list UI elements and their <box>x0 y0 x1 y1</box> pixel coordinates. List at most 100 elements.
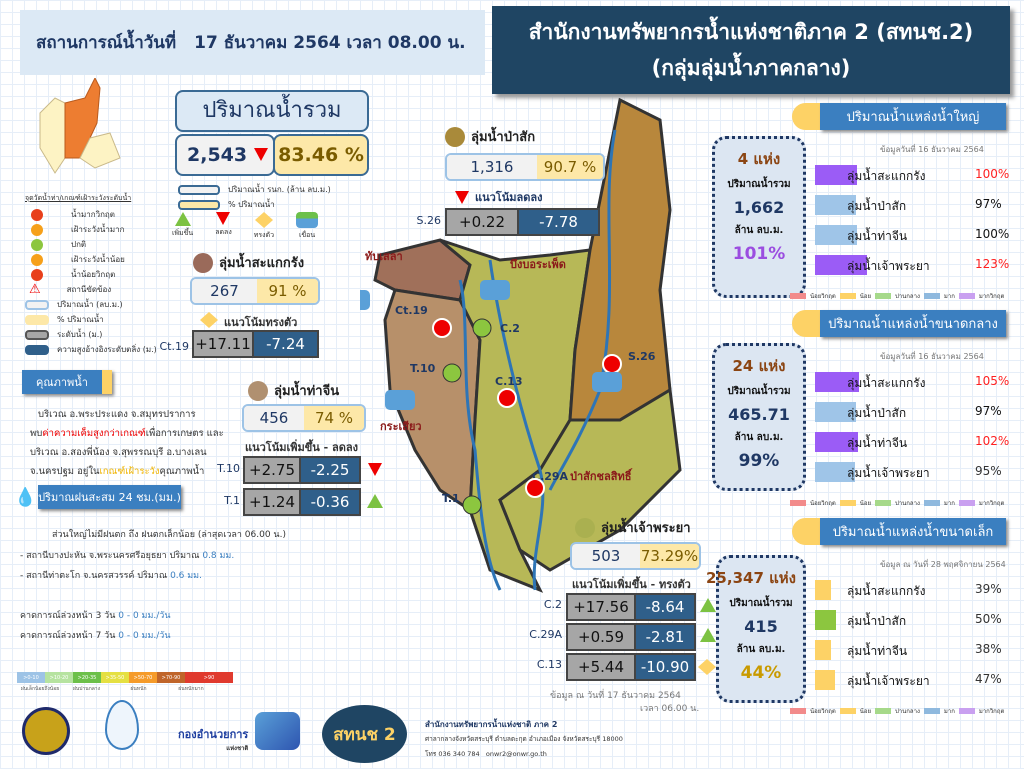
forecast-value: 0 - 0 มม./วัน <box>118 611 171 621</box>
dam-label-pasak-jolasid: ป่าสักชลสิทธิ์ <box>570 468 633 483</box>
normal-icon <box>31 238 43 251</box>
water-level: +0.59 <box>568 625 636 649</box>
footer-email[interactable]: onwr2@onwr.go.th <box>485 750 547 758</box>
basin-dot-icon <box>575 517 595 538</box>
q-text: พบ <box>30 428 43 439</box>
water-level: +2.75 <box>245 458 301 482</box>
level-swatch <box>25 329 49 340</box>
down-arrow-icon[interactable] <box>525 478 545 498</box>
basin-name: ลุ่มน้ำเจ้าพระยา <box>847 259 930 273</box>
station-id: Ct.19 <box>159 340 190 353</box>
trend-down-icon <box>253 148 268 161</box>
dam-icon <box>296 212 319 228</box>
rain-scale-bin: >35-50 <box>101 672 129 683</box>
map-station-c13: C.13 <box>495 375 523 388</box>
rain-text: - สถานีท่าตะโก จ.นครสวรรค์ ปริมาณ <box>20 571 168 581</box>
legend-swatch <box>790 500 806 506</box>
steady-right-icon <box>263 212 273 228</box>
footer-org: สำนักงานทรัพยากรน้ำแห่งชาติ ภาค 2 <box>425 720 558 729</box>
reservoir-bar-row: ลุ่มน้ำป่าสัก 97% <box>815 191 1015 221</box>
rain-scale-labels: ฝนเล็กน้อยถึงน้อย ฝนปานกลาง ฝนหนัก ฝนหนั… <box>17 685 215 693</box>
reservoir-bar-row: ลุ่มน้ำสะแกกรัง 100% <box>815 161 1015 191</box>
legend-label: ปานกลาง <box>895 293 920 300</box>
scale-label: ฝนปานกลาง <box>72 686 101 692</box>
scale-label: ฝนหนักมาก <box>178 686 204 692</box>
steady-right-icon <box>209 312 218 328</box>
percent-swatch <box>25 314 49 325</box>
trend-label: แนวโน้มทรงตัว <box>224 315 298 329</box>
rain-station-2: - สถานีท่าตะโก จ.นครสวรรค์ ปริมาณ 0.6 มม… <box>20 568 202 582</box>
pasak-volume: 1,316 90.7 % <box>445 153 605 181</box>
watch-low-icon <box>31 253 43 266</box>
legend-swatch <box>923 293 940 299</box>
basin-name: ลุ่มน้ำสะแกกรัง <box>219 256 305 271</box>
legend-swatch <box>958 500 975 506</box>
chao-data-date: ข้อมูล ณ วันที่ 17 ธันวาคม 2564 <box>550 691 681 701</box>
basin-percent: 95% <box>975 464 1002 478</box>
basin-percent: 50% <box>975 612 1002 626</box>
reservoir-summary: 25,347 แห่ง ปริมาณน้ำรวม 415 ล้าน ลบ.ม. … <box>706 555 806 703</box>
down-arrow-icon[interactable] <box>497 388 517 408</box>
onwr-drop-logo <box>105 700 139 750</box>
bank-height: -2.25 <box>301 458 359 482</box>
station-markers <box>432 318 622 515</box>
legend-label: ปานกลาง <box>895 500 920 507</box>
up-label: เพิ่มขึ้น <box>172 229 194 237</box>
panel-cap <box>792 310 822 337</box>
rain-scale-bin: >50-70 <box>129 672 157 683</box>
chao-phraya-river <box>488 259 545 591</box>
legend-item: % ปริมาณน้ำ <box>57 315 104 324</box>
reservoir-summary: 4 แห่ง ปริมาณน้ำรวม 1,662 ล้าน ลบ.ม. 101… <box>712 136 806 298</box>
legend-swatch <box>923 708 940 714</box>
basin-dot-icon <box>248 380 268 401</box>
legend-label: น้อย <box>859 293 871 300</box>
normal-station-icon[interactable] <box>442 363 462 383</box>
did-logo-text: กองอำนวยการ <box>178 728 249 741</box>
basin-percent: 100% <box>975 167 1010 181</box>
reservoir-legend: น้อยวิกฤต น้อย ปานกลาง มาก มากวิกฤต <box>790 498 1004 508</box>
bank-height: -10.90 <box>636 655 694 679</box>
reservoir-date: ข้อมูล ณ วันที่ 28 พฤศจิกายน 2564 <box>880 560 1006 569</box>
trend-up-icon <box>700 598 716 612</box>
basin-name: ลุ่มน้ำป่าสัก <box>847 614 907 628</box>
basin-percent: 102% <box>975 434 1010 448</box>
total-volume-value: 2,543 <box>187 144 248 166</box>
forecast-3day: คาดการณ์ล่วงหน้า 3 วัน 0 - 0 มม./วัน <box>20 608 171 622</box>
rain-scale-bin: >20-35 <box>73 672 101 683</box>
down-arrow-icon[interactable] <box>602 354 622 374</box>
basin-name: ลุ่มน้ำป่าสัก <box>471 130 536 145</box>
reservoir-bar-row: ลุ่มน้ำเจ้าพระยา 123% <box>815 251 1015 281</box>
did-emblem-icon <box>255 712 300 750</box>
legend-item: น้ำน้อยวิกฤต <box>71 270 116 279</box>
percent-legend-label: % ปริมาณน้ำ <box>228 200 275 209</box>
reservoir-bar-row: ลุ่มน้ำท่าจีน 102% <box>815 428 1015 458</box>
reservoir-bar <box>815 402 856 422</box>
dam-icon <box>592 372 622 392</box>
normal-station-icon[interactable] <box>472 318 492 338</box>
legend-label: มากวิกฤต <box>978 708 1005 715</box>
down-arrow-icon[interactable] <box>432 318 452 338</box>
legend-label: น้อย <box>859 708 871 715</box>
legend-swatch <box>790 708 806 714</box>
bank-height: -7.24 <box>254 332 317 356</box>
reservoir-bar-row: ลุ่มน้ำป่าสัก 50% <box>815 606 1015 636</box>
legend-swatch <box>958 293 975 299</box>
water-level: +17.56 <box>568 595 636 619</box>
reservoir-percent: 44% <box>740 663 782 683</box>
basin-percent: 38% <box>975 642 1002 656</box>
pasak-basin-label: ลุ่มน้ำป่าสัก <box>445 126 535 147</box>
rain-value: 0.6 มม. <box>170 571 202 581</box>
bank-height: -7.78 <box>519 210 598 234</box>
reservoir-bar <box>815 225 857 245</box>
normal-station-icon[interactable] <box>462 495 482 515</box>
basin-name: ลุ่มน้ำสะแกกรัง <box>847 376 926 390</box>
forecast-value: 0 - 0 มม./วัน <box>118 631 171 641</box>
sakae-basin-label: ลุ่มน้ำสะแกกรัง <box>193 252 304 273</box>
basin-name: ลุ่มน้ำท่าจีน <box>847 644 908 658</box>
reservoir-count: 4 แห่ง <box>737 150 781 168</box>
quality-line: พบค่าความเค็มสูงกว่าเกณฑ์เพื่อการเกษตร แ… <box>30 424 224 443</box>
station-row-c2: +17.56 -8.64 <box>566 593 696 621</box>
reservoir-bar <box>815 462 855 482</box>
bank-swatch <box>25 344 49 355</box>
pasak-trend: แนวโน้มลดลง <box>455 188 542 206</box>
